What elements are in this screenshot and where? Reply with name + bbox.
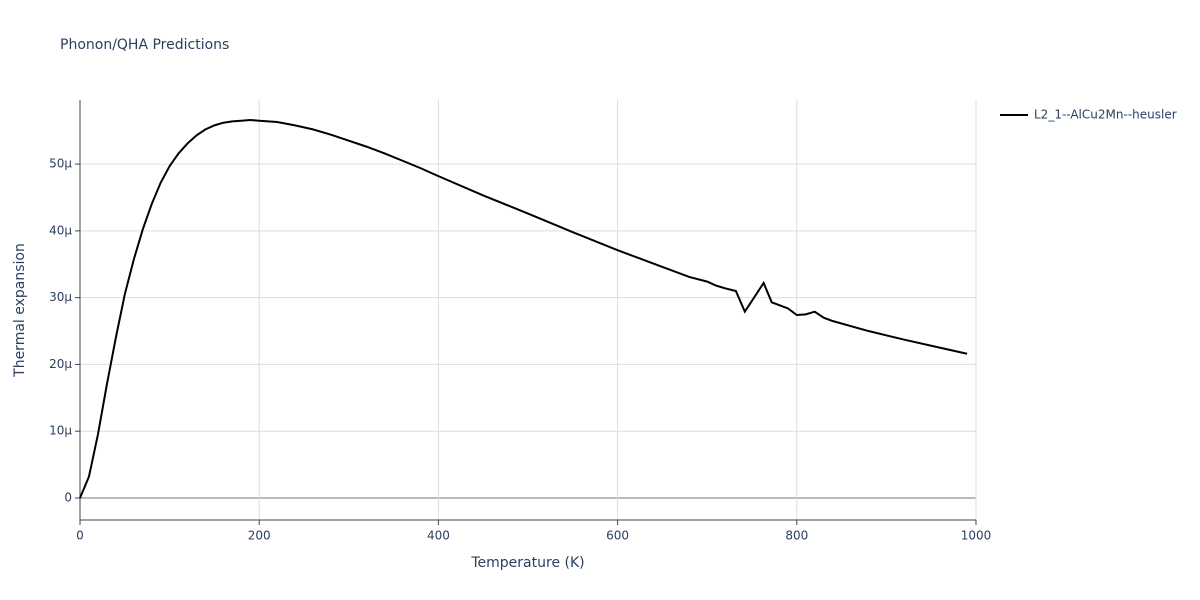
y-tick-label: 20μ — [49, 357, 72, 371]
x-axis-title: Temperature (K) — [470, 555, 584, 571]
x-tick-label: 400 — [427, 529, 450, 543]
x-tick-label: 600 — [606, 529, 629, 543]
y-tick-label: 30μ — [49, 290, 72, 304]
y-tick-label: 40μ — [49, 223, 72, 237]
chart-title: Phonon/QHA Predictions — [60, 37, 229, 53]
x-tick-label: 1000 — [961, 529, 992, 543]
x-tick-label: 800 — [785, 529, 808, 543]
y-tick-label: 10μ — [49, 424, 72, 438]
y-tick-label: 50μ — [49, 157, 72, 171]
y-tick-label: 0 — [64, 490, 72, 504]
x-tick-label: 0 — [76, 529, 84, 543]
y-axis-title: Thermal expansion — [12, 243, 28, 378]
x-tick-label: 200 — [248, 529, 271, 543]
legend-label: L2_1--AlCu2Mn--heusler — [1034, 108, 1177, 122]
line-series — [79, 119, 968, 499]
